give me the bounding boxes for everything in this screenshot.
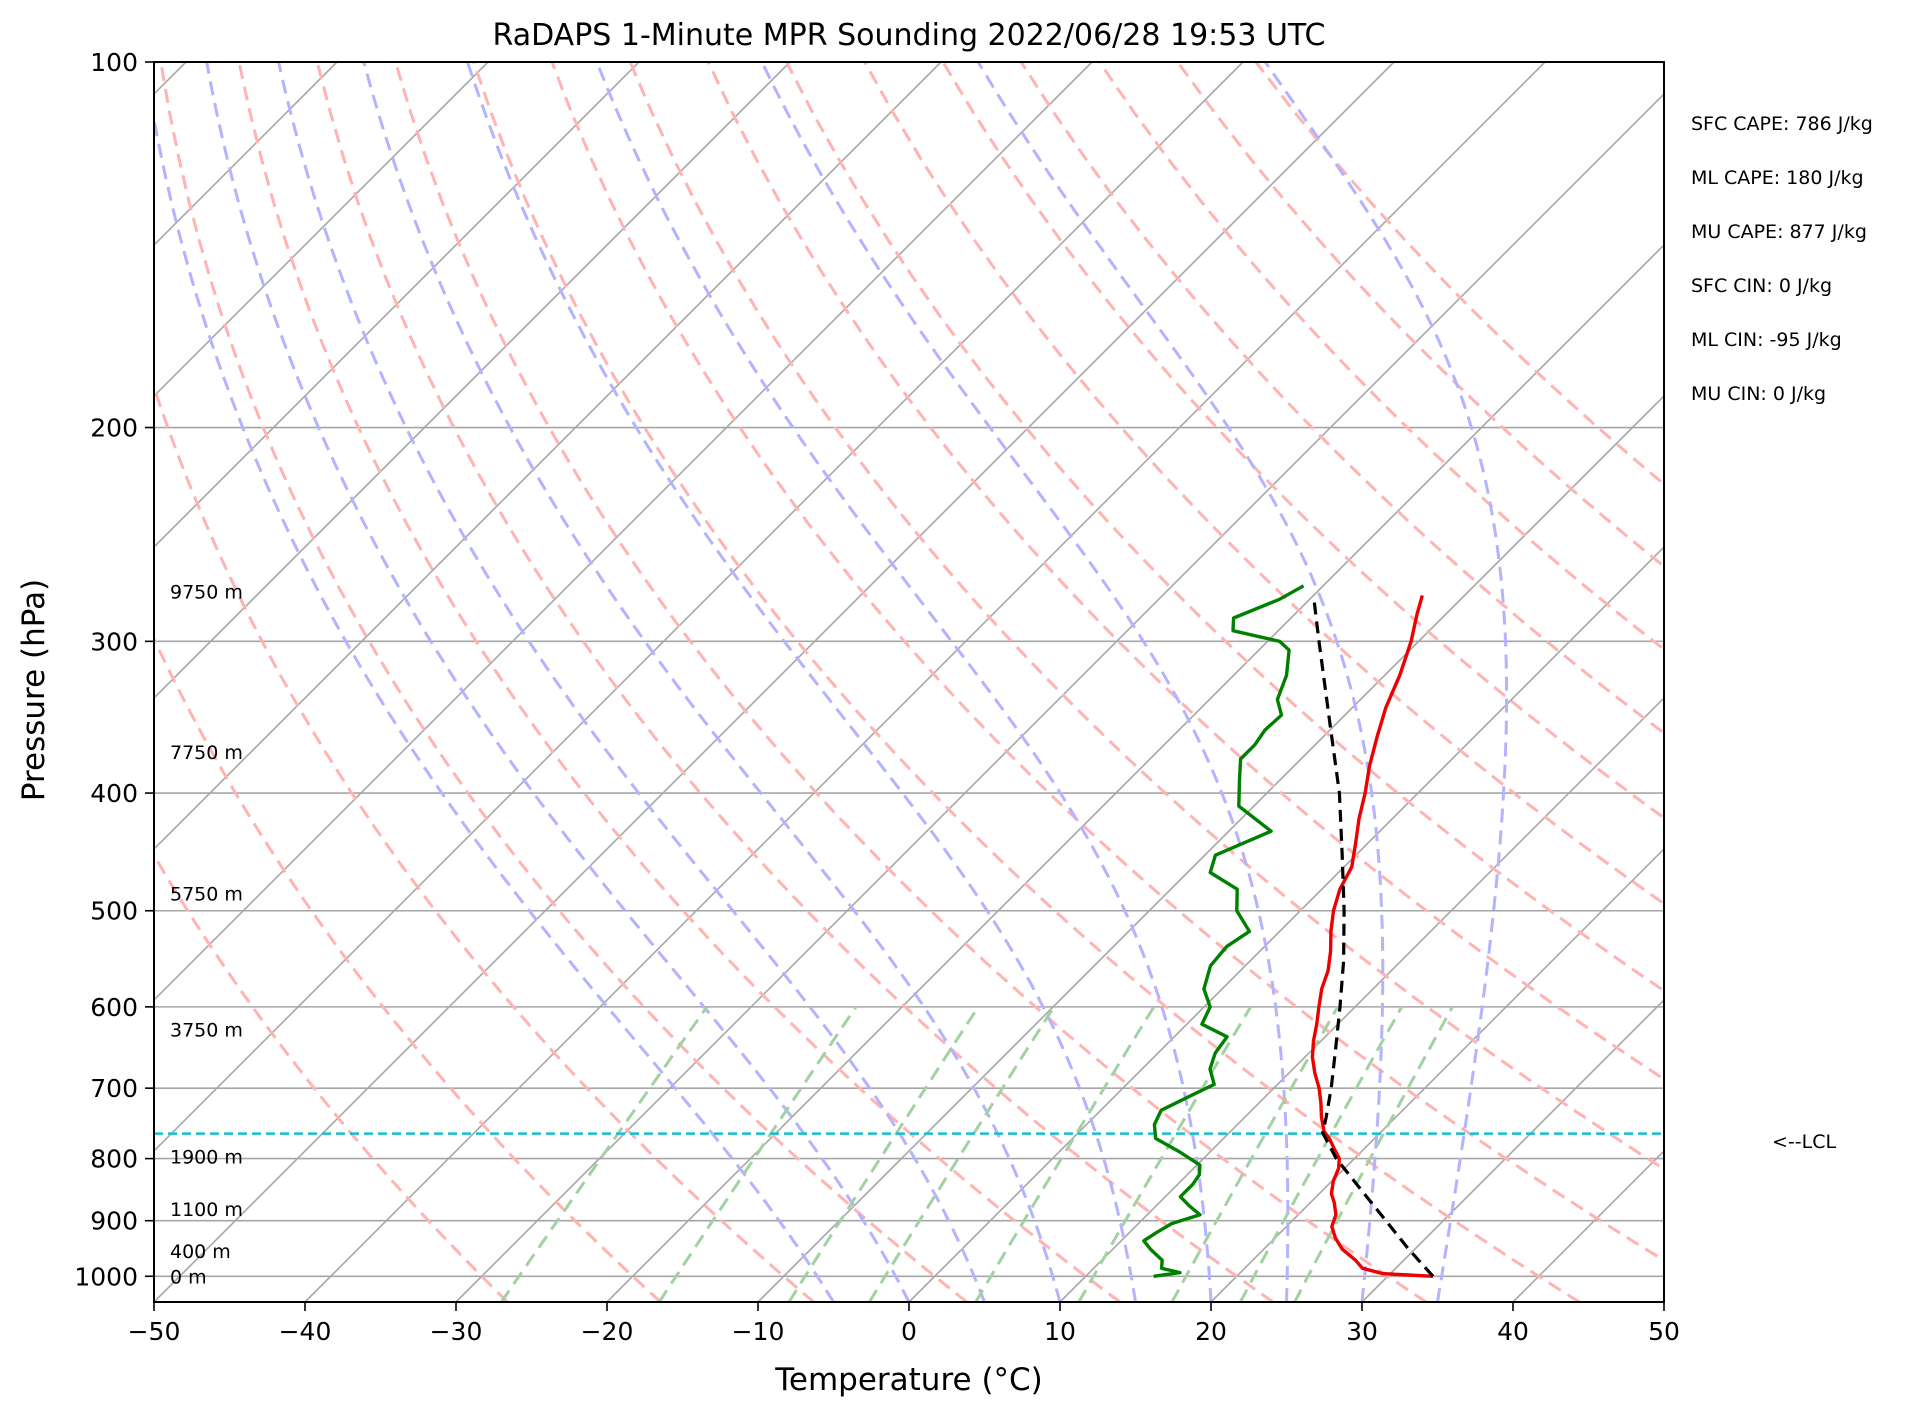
y-tick-label: 700 [90, 1074, 138, 1103]
stability-index: SFC CAPE: 786 J/kg [1691, 113, 1873, 135]
x-tick-label: −30 [430, 1317, 483, 1346]
moist-adiabat [154, 111, 835, 1302]
dry-adiabat [472, 62, 1581, 1302]
isotherm-line [1361, 998, 1664, 1302]
mixing-ratio-lines [500, 1006, 1454, 1302]
mixing-ratio-line [657, 1006, 858, 1302]
isotherm-line [154, 62, 640, 549]
moist-adiabats [154, 62, 1509, 1302]
isotherm-line [154, 62, 942, 851]
mixing-ratio-line [787, 1006, 980, 1302]
isotherm-line [304, 62, 1546, 1302]
y-tick-label: 800 [90, 1145, 138, 1174]
moist-adiabat [760, 62, 1290, 1302]
mixing-ratio-line [974, 1006, 1156, 1302]
height-label: 400 m [170, 1241, 231, 1263]
x-tick-label: 50 [1648, 1317, 1680, 1346]
height-label: 1100 m [170, 1199, 243, 1221]
mixing-ratio-line [1293, 1006, 1454, 1302]
dry-adiabat [1176, 62, 1664, 569]
dry-adiabat [154, 382, 815, 1302]
x-tick-label: −50 [128, 1317, 181, 1346]
x-tick-label: −10 [732, 1317, 785, 1346]
chart-title: RaDAPS 1-Minute MPR Sounding 2022/06/28 … [493, 18, 1326, 53]
x-tick-label: 30 [1346, 1317, 1378, 1346]
mixing-ratio-line [500, 1006, 709, 1302]
height-label: 1900 m [170, 1147, 243, 1169]
dry-adiabat [550, 62, 1664, 1263]
x-tick-label: 40 [1497, 1317, 1529, 1346]
stability-index: ML CAPE: 180 J/kg [1691, 167, 1864, 189]
moist-adiabat [205, 62, 911, 1302]
isotherm-line [908, 545, 1664, 1302]
y-tick-label: 300 [90, 627, 138, 656]
mixing-ratio-line [868, 1006, 1056, 1302]
isotherm-line [154, 62, 791, 700]
y-tick-label: 600 [90, 993, 138, 1022]
y-tick-label: 100 [90, 48, 138, 77]
dry-adiabat [159, 62, 968, 1302]
mixing-ratio-line [1170, 1006, 1340, 1302]
dewpoint-line [1142, 584, 1305, 1278]
moist-adiabat [976, 62, 1385, 1302]
sounding-series [1142, 584, 1435, 1278]
x-tick-label: 10 [1044, 1317, 1076, 1346]
stability-indices: SFC CAPE: 786 J/kg ML CAPE: 180 J/kg MU CA… [1691, 113, 1873, 405]
moist-adiabat [362, 62, 1062, 1302]
plot-area [154, 62, 1664, 1302]
moist-adiabat [277, 62, 986, 1302]
x-tick-label: −20 [581, 1317, 634, 1346]
isotherm-line [154, 62, 1244, 1153]
isotherm-line [606, 243, 1664, 1302]
isotherm-line [455, 92, 1664, 1302]
stability-index: MU CIN: 0 J/kg [1691, 383, 1826, 405]
dry-adiabat [628, 62, 1664, 1171]
y-tick-label: 400 [90, 779, 138, 808]
height-label: 0 m [170, 1266, 207, 1288]
dry-adiabats [154, 62, 1664, 1302]
mixing-ratio-line [1238, 1006, 1404, 1302]
isotherms [154, 62, 1664, 1302]
stability-index: SFC CIN: 0 J/kg [1691, 275, 1832, 297]
isotherm-line [154, 62, 1093, 1002]
dry-adiabat [941, 62, 1664, 820]
height-labels: 0 m 400 m 1100 m 1900 m 3750 m 5750 m 7750 m 97… [170, 582, 243, 1289]
dry-adiabat [1098, 62, 1664, 652]
x-tick-label: −40 [279, 1317, 332, 1346]
lcl-label: <--LCL [1772, 1131, 1836, 1153]
height-label: 3750 m [170, 1019, 243, 1041]
temperature-line [1310, 595, 1434, 1278]
isotherm-line [154, 62, 489, 398]
parcel-path-line [1311, 595, 1435, 1278]
y-axis-label: Pressure (hPa) [16, 579, 52, 801]
dry-adiabat [1019, 62, 1664, 735]
y-tick-label: 500 [90, 897, 138, 926]
stability-index: ML CIN: -95 J/kg [1691, 329, 1842, 351]
height-label: 5750 m [170, 884, 243, 906]
y-tick-label: 900 [90, 1207, 138, 1236]
moist-adiabat [595, 62, 1213, 1302]
dry-adiabat [237, 62, 1121, 1302]
mixing-ratio-line [1077, 1006, 1252, 1302]
dry-adiabat [706, 62, 1664, 1081]
x-axis-label: Temperature (°C) [774, 1362, 1043, 1398]
moist-adiabat [1264, 62, 1509, 1302]
dry-adiabat [154, 852, 509, 1302]
isotherm-line [1059, 696, 1664, 1302]
height-label: 7750 m [170, 742, 243, 764]
dry-adiabat [863, 62, 1664, 906]
dry-adiabat [785, 62, 1664, 993]
height-label: 9750 m [170, 582, 243, 604]
stability-index: MU CAPE: 877 J/kg [1691, 221, 1867, 243]
x-tick-label: 20 [1195, 1317, 1227, 1346]
x-tick-label: 0 [901, 1317, 917, 1346]
moist-adiabat [466, 62, 1137, 1302]
y-tick-label: 200 [90, 414, 138, 443]
y-tick-label: 1000 [74, 1262, 138, 1291]
isotherm-line [1210, 847, 1664, 1302]
isotherm-line [154, 62, 1395, 1302]
dry-adiabat [394, 62, 1428, 1302]
